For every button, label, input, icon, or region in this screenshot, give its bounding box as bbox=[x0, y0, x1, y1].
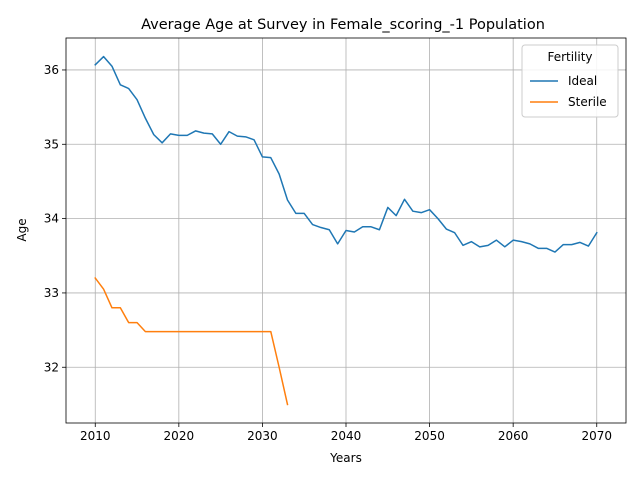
series-line-sterile bbox=[94, 277, 289, 406]
axis-ticks: 2010 2020 2030 2040 2050 2060 2070 32 33 34 35 36 bbox=[44, 63, 612, 443]
y-tick-label: 36 bbox=[44, 63, 59, 77]
legend-box bbox=[521, 44, 619, 118]
y-tick-label: 34 bbox=[44, 212, 59, 226]
legend: Fertility Ideal Sterile bbox=[521, 44, 619, 118]
x-tick-label: 2070 bbox=[581, 429, 612, 443]
chart-title: Average Age at Survey in Female_scoring_… bbox=[141, 17, 545, 33]
y-tick-label: 32 bbox=[44, 360, 59, 374]
legend-label-sterile: Sterile bbox=[568, 95, 607, 109]
x-tick-label: 2050 bbox=[414, 429, 445, 443]
grid bbox=[66, 38, 626, 423]
x-tick-label: 2010 bbox=[80, 429, 111, 443]
x-axis-label: Years bbox=[329, 451, 362, 465]
x-tick-label: 2020 bbox=[164, 429, 195, 443]
y-tick-label: 35 bbox=[44, 137, 59, 151]
x-tick-label: 2030 bbox=[247, 429, 278, 443]
legend-title: Fertility bbox=[547, 50, 592, 64]
series-layer bbox=[94, 55, 598, 406]
x-tick-label: 2060 bbox=[498, 429, 529, 443]
y-axis-label: Age bbox=[15, 218, 29, 241]
legend-label-ideal: Ideal bbox=[568, 74, 597, 88]
x-tick-label: 2040 bbox=[331, 429, 362, 443]
series-line-ideal bbox=[94, 55, 598, 253]
y-tick-label: 33 bbox=[44, 286, 59, 300]
